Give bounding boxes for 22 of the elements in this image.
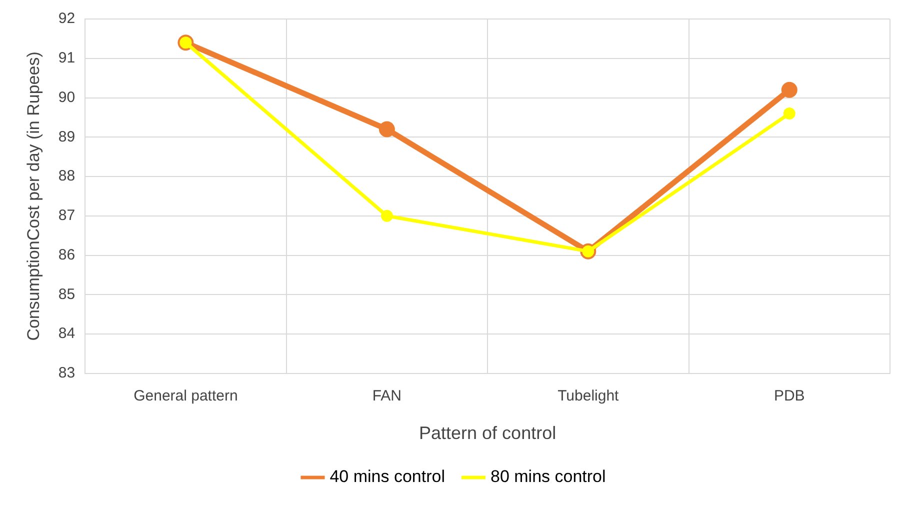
y-tick-label: 92 xyxy=(58,10,76,28)
y-tick-label: 86 xyxy=(58,246,76,264)
y-tick-label: 89 xyxy=(58,128,76,146)
legend-label: 80 mins control xyxy=(490,467,606,486)
x-tick-label: FAN xyxy=(372,388,402,405)
point xyxy=(380,210,393,222)
x-tick-label: Tubelight xyxy=(558,388,620,405)
y-tick-label: 84 xyxy=(58,325,76,342)
x-tick-label: PDB xyxy=(774,388,805,405)
y-axis-title: ConsumptionCost per day (in Rupees) xyxy=(24,52,43,341)
x-axis-title: Pattern of control xyxy=(419,423,556,444)
point xyxy=(783,108,796,120)
point xyxy=(378,121,395,138)
y-tick-label: 88 xyxy=(58,168,76,185)
point xyxy=(781,82,798,98)
x-tick-label: General pattern xyxy=(134,388,238,405)
y-tick-label: 87 xyxy=(58,207,76,224)
legend-label: 40 mins control xyxy=(330,467,446,486)
y-tick-label: 83 xyxy=(58,364,76,382)
y-tick-label: 91 xyxy=(58,50,76,67)
y-tick-label: 90 xyxy=(58,88,76,106)
y-tick-label: 85 xyxy=(58,286,76,303)
